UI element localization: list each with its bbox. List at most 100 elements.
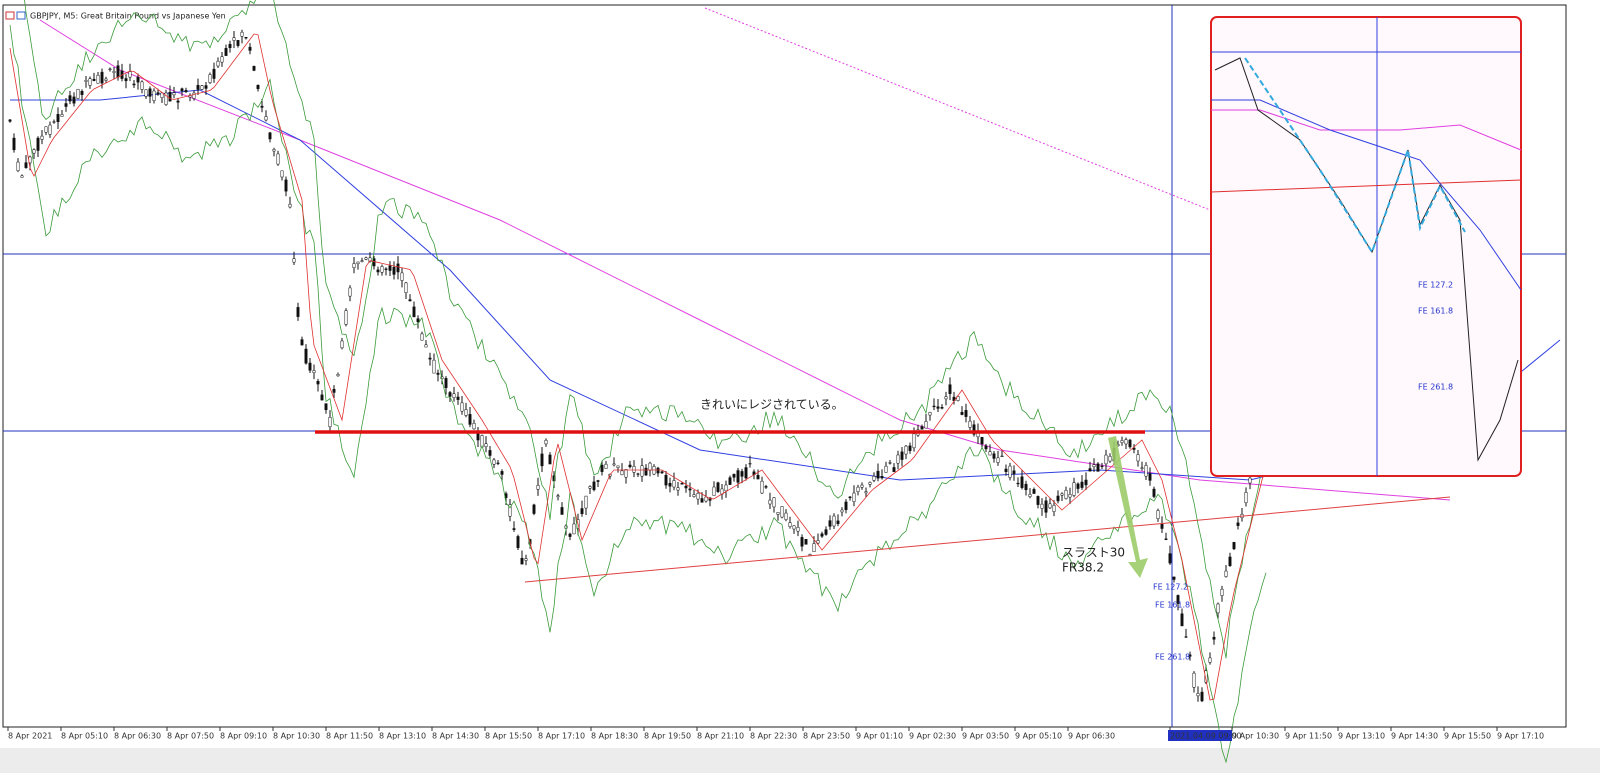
candle-body (832, 515, 836, 527)
candle-body (1188, 654, 1192, 657)
candle-body (1140, 467, 1144, 469)
candle-body (580, 508, 584, 515)
candle-body (884, 465, 888, 473)
x-tick-label: 8 Apr 22:30 (750, 732, 797, 741)
candle-body (464, 409, 468, 416)
candle-body (520, 557, 524, 565)
candle-body (124, 78, 128, 82)
candle-body (420, 333, 424, 341)
x-tick-label: 8 Apr 19:50 (644, 732, 691, 741)
candle-body (1212, 636, 1216, 640)
candle-body (344, 310, 348, 325)
candle-body (676, 487, 680, 491)
x-tick-label: 9 Apr 05:10 (1015, 732, 1062, 741)
candle-body (144, 89, 148, 97)
candle-body (456, 396, 460, 400)
bollinger-lower (9, 25, 1267, 764)
candle-body (1032, 489, 1036, 494)
candle-body (216, 60, 220, 67)
x-tick-label: 8 Apr 05:10 (61, 732, 108, 741)
candle-body (372, 258, 376, 267)
candle-body (1132, 447, 1136, 450)
x-tick-label: 9 Apr 06:30 (1068, 732, 1115, 741)
candle-body (588, 486, 592, 489)
candle-body (1160, 523, 1164, 529)
candle-body (8, 119, 12, 122)
candle-body (104, 78, 108, 81)
candle-body (436, 372, 440, 375)
candle-body (428, 357, 432, 360)
candle-body (1040, 503, 1044, 509)
candle-body (1052, 505, 1056, 512)
candle-body (1236, 522, 1240, 526)
candle-body (476, 432, 480, 441)
candle-body (836, 520, 840, 524)
candle-body (632, 466, 636, 473)
candle-body (424, 344, 428, 348)
fibo-label: FE 261.8 (1155, 653, 1190, 662)
candle-body (672, 480, 676, 488)
annotation: きれいにレジされている。 (700, 398, 844, 412)
candle-body (636, 473, 640, 475)
candle-body (972, 424, 976, 435)
x-tick-label: 8 Apr 07:50 (167, 732, 214, 741)
candle-body (404, 282, 408, 293)
candle-body (536, 485, 540, 490)
candle-body (1048, 503, 1052, 509)
candle-body (876, 470, 880, 479)
candle-body (472, 422, 476, 430)
candle-body (928, 412, 932, 416)
candle-body (36, 137, 40, 151)
candle-body (260, 105, 264, 108)
candle-body (700, 498, 704, 503)
candle-body (656, 467, 660, 474)
candle-body (592, 481, 596, 491)
candle-body (800, 537, 804, 547)
candle-body (164, 92, 168, 105)
candle-body (980, 436, 984, 445)
candle-body (116, 65, 120, 78)
candle-body (572, 523, 576, 535)
candle-body (856, 486, 860, 492)
candle-body (1152, 488, 1156, 497)
candle-body (544, 439, 548, 445)
candle-body (1012, 470, 1016, 474)
candle-body (1192, 672, 1196, 688)
candle-body (356, 261, 360, 265)
candle-body (328, 417, 332, 428)
candle-body (320, 394, 324, 401)
candle-body (16, 161, 20, 171)
candle-body (1208, 657, 1212, 663)
candle-body (780, 506, 784, 518)
candle-body (716, 482, 720, 492)
candle-body (1044, 500, 1048, 513)
candle-body (392, 266, 396, 275)
candle-body (416, 318, 420, 323)
candle-body (380, 266, 384, 273)
candle-body (748, 463, 752, 465)
candle-body (936, 406, 940, 409)
candle-body (444, 378, 448, 388)
candle-body (1108, 456, 1112, 462)
candle-body (244, 36, 248, 39)
candle-body (1076, 483, 1080, 489)
candle-body (844, 501, 848, 510)
candle-body (796, 527, 800, 532)
candle-body (412, 306, 416, 318)
candle-body (1020, 476, 1024, 488)
candle-body (776, 512, 780, 515)
candle-body (1128, 439, 1132, 448)
candle-body (900, 451, 904, 460)
candle-body (304, 348, 308, 364)
candle-body (1220, 588, 1224, 596)
candle-body (868, 482, 872, 485)
candle-body (1200, 691, 1204, 702)
candle-body (756, 474, 760, 480)
candle-body (312, 370, 316, 373)
candle-body (24, 162, 28, 168)
candle-body (784, 512, 788, 520)
candle-body (712, 486, 716, 496)
candle-body (1244, 492, 1248, 504)
candle-body (1080, 481, 1084, 488)
